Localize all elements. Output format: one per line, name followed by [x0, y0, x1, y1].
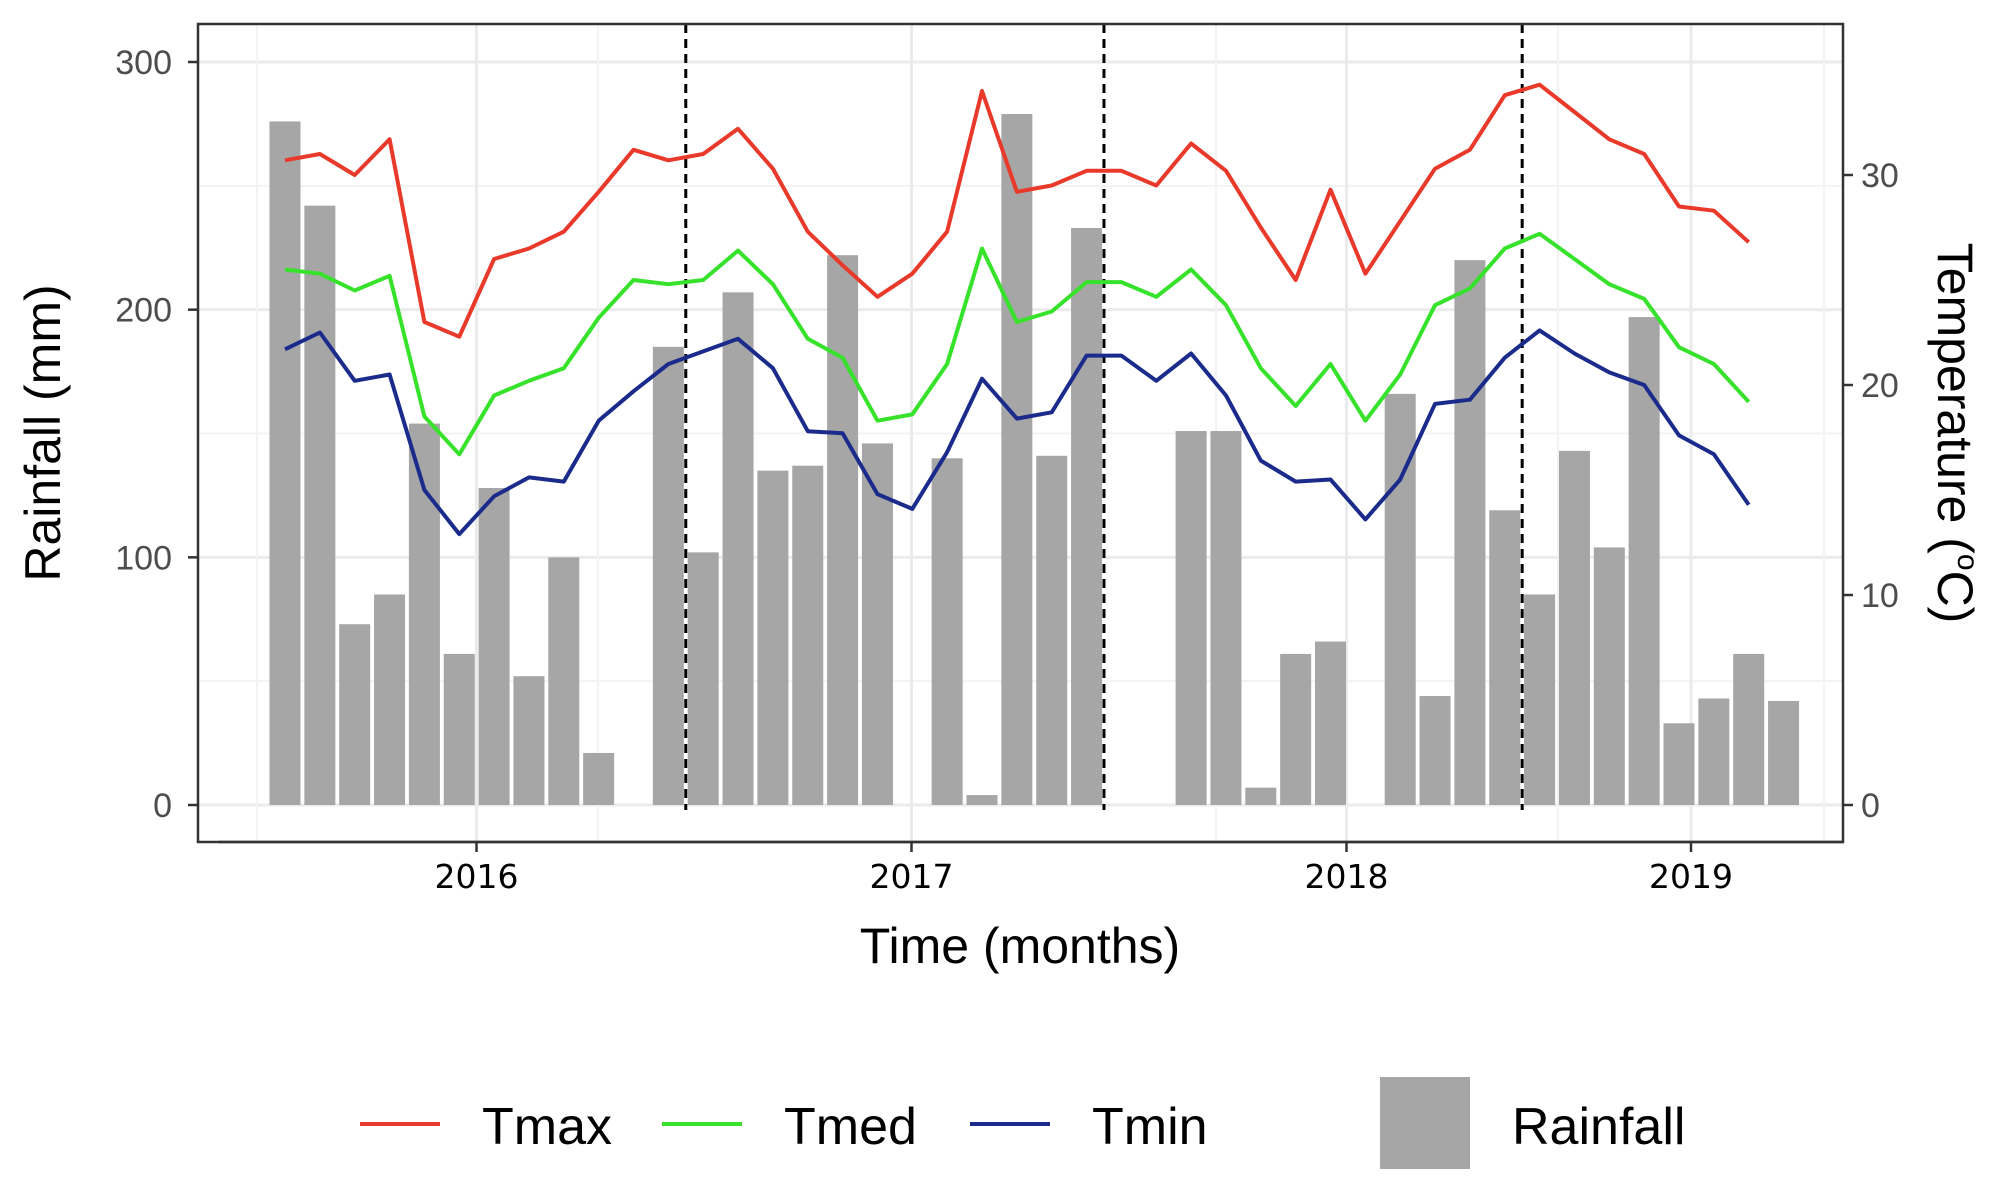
y-axis-right-title-degree: o	[1951, 554, 1984, 571]
line-tmed	[284, 231, 1751, 457]
x-axis-title: Time (months)	[860, 918, 1180, 974]
rainfall-bar	[1001, 114, 1033, 805]
rainfall-bar	[1071, 227, 1103, 806]
right-tick-label: 20	[1861, 367, 1899, 405]
rainfall-bar	[513, 676, 545, 805]
left-axis: 0 100 200 300	[115, 44, 198, 825]
y-axis-left-title: Rainfall (mm)	[15, 284, 71, 581]
rainfall-bar	[861, 443, 893, 805]
rainfall-bar	[408, 423, 440, 805]
legend-label-tmax: Tmax	[482, 1098, 612, 1156]
left-tick-label: 0	[153, 787, 172, 825]
rainfall-bar	[304, 205, 336, 805]
line-tmax	[284, 82, 1751, 339]
legend-label-tmin: Tmin	[1092, 1098, 1208, 1156]
rainfall-bar	[1524, 594, 1556, 805]
rainfall-bar	[1036, 455, 1068, 805]
temperature-lines	[284, 82, 1751, 537]
rainfall-bar	[583, 752, 615, 805]
x-tick-label: 2016	[435, 857, 519, 896]
y-axis-right-title-main: Temperature (	[1927, 243, 1983, 555]
y-axis-right-title-unit: C)	[1927, 571, 1983, 624]
rainfall-bar	[1733, 653, 1765, 805]
x-tick-label: 2019	[1649, 857, 1733, 896]
rainfall-bar	[1280, 653, 1312, 805]
rainfall-bar	[1698, 698, 1730, 805]
rainfall-bar	[652, 346, 684, 805]
rainfall-bar	[1489, 510, 1521, 805]
rainfall-bar	[722, 292, 754, 806]
rainfall-bar	[1768, 700, 1800, 805]
rainfall-bar	[443, 653, 475, 805]
year-separators	[684, 24, 1524, 810]
line-tmin	[284, 328, 1751, 537]
legend: Tmax Tmed Tmin Rainfall	[360, 1077, 1685, 1169]
rainfall-bar	[1454, 260, 1486, 806]
rainfall-bar	[1210, 431, 1242, 805]
x-tick-label: 2017	[870, 857, 954, 896]
rainfall-bar	[1245, 787, 1277, 805]
rainfall-bar	[687, 552, 719, 805]
rainfall-bar	[339, 624, 371, 805]
rainfall-bar	[374, 594, 406, 805]
x-tick-label: 2018	[1305, 857, 1389, 896]
rainfall-bar	[1384, 393, 1416, 805]
x-axis: 2016 2017 2018 2019	[218, 840, 1843, 896]
rainfall-bar	[757, 470, 789, 805]
rainfall-bar	[478, 487, 510, 805]
right-axis: 0 10 20 30	[1843, 157, 1899, 825]
right-tick-label: 30	[1861, 157, 1899, 195]
rainfall-bar	[966, 795, 998, 805]
left-tick-label: 100	[115, 539, 172, 577]
rainfall-bar	[548, 557, 580, 805]
rainfall-bar	[1593, 547, 1625, 805]
rainfall-bar	[1663, 723, 1695, 805]
left-tick-label: 200	[115, 292, 172, 330]
legend-key-rainfall	[1380, 1077, 1470, 1169]
legend-label-tmed: Tmed	[784, 1098, 917, 1156]
rainfall-bar	[1315, 641, 1346, 805]
rainfall-bar	[827, 255, 859, 805]
left-tick-label: 300	[115, 44, 172, 82]
rainfall-bar	[792, 465, 824, 805]
rainfall-bar	[1419, 696, 1451, 805]
rainfall-bar	[1175, 431, 1207, 805]
rainfall-bar	[1628, 317, 1660, 805]
y-axis-right-title: Temperature (oC)	[1927, 243, 1984, 624]
rainfall-bar	[269, 121, 301, 805]
right-tick-label: 10	[1861, 577, 1899, 615]
rainfall-bar	[931, 458, 963, 805]
legend-label-rainfall: Rainfall	[1512, 1098, 1685, 1156]
right-tick-label: 0	[1861, 787, 1880, 825]
rainfall-bar	[1558, 450, 1590, 805]
